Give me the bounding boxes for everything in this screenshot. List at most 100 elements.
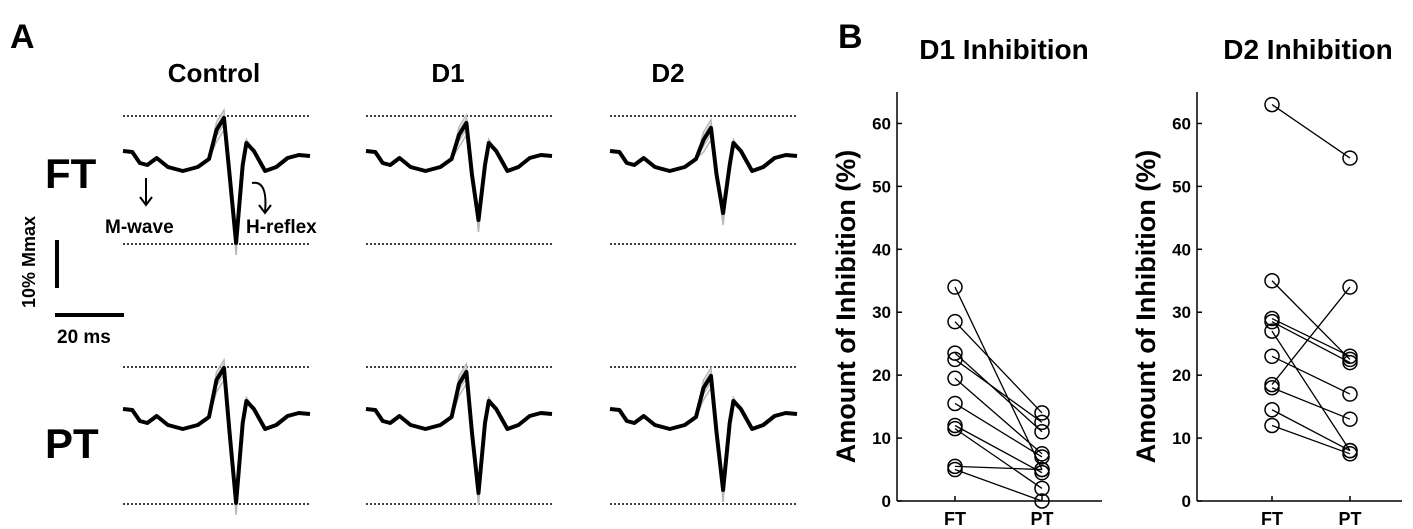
d2-y-axis-label: Amount of Inhibition (%) [1131, 150, 1161, 463]
d1-y-tick-label: 40 [872, 240, 891, 259]
d2-data-point [1264, 323, 1280, 339]
d2-y-tick-label: 20 [1172, 366, 1191, 385]
d2-series-line [1271, 286, 1351, 385]
trace-pt-d2-mean [609, 374, 798, 492]
d1-data-point [1034, 405, 1050, 421]
d2-data-point [1342, 411, 1358, 427]
d1-data-point [947, 370, 963, 387]
d2-data-point [1264, 402, 1280, 418]
trace-ft-control-mean [122, 116, 311, 245]
d1-data-point [947, 395, 963, 412]
d2-series-line [1271, 424, 1351, 455]
trace-ft-d1-trial-1 [365, 126, 553, 227]
d2-data-point [1342, 446, 1358, 462]
d1-series-6 [947, 417, 1050, 481]
panel-a-letter: A [10, 18, 35, 56]
trace-pt-d2-trial-2 [609, 385, 798, 503]
d2-data-point [1264, 379, 1280, 396]
d2-y-tick-label: 40 [1172, 240, 1191, 259]
d1-chart-title: D1 Inhibition [919, 34, 1089, 65]
trace-pt-d1-trial-2 [365, 381, 553, 506]
d1-series-line [954, 352, 1043, 433]
d2-data-point [1264, 313, 1280, 330]
m-wave-label: M-wave [105, 217, 174, 238]
d2-series-line [1271, 321, 1351, 364]
d2-data-point [1342, 354, 1358, 371]
trace-pt-control-mean [122, 366, 311, 505]
d1-series-line [954, 468, 1043, 502]
m-wave-arrow [139, 178, 153, 207]
d1-series-line [954, 465, 1043, 471]
d1-x-tick-label: PT [1030, 509, 1053, 529]
d1-series-1 [947, 313, 1050, 421]
d2-series-0 [1264, 96, 1358, 166]
d1-data-point [1034, 449, 1050, 465]
trace-pt-control-trial-2 [122, 377, 311, 516]
d1-y-tick-label: 20 [872, 366, 891, 385]
d2-series-line [1271, 317, 1351, 357]
d2-data-point [1264, 417, 1280, 434]
d1-series-line [954, 377, 1043, 455]
emg-traces [122, 107, 798, 516]
d2-data-point [1264, 96, 1280, 113]
d2-inhibition-chart: 0 10 20 30 40 50 60 FT PT D2 Inhibition Amount of … [1131, 34, 1402, 529]
d1-series-8 [947, 458, 1050, 478]
d1-y-tick-label: 10 [872, 429, 891, 448]
d1-series-line [954, 321, 1043, 414]
d1-series-3 [947, 351, 1050, 431]
d2-series-line [1271, 330, 1351, 452]
d2-series-5 [1264, 348, 1358, 402]
d1-y-axis-label: Amount of Inhibition (%) [831, 150, 861, 463]
d2-series-line [1271, 355, 1351, 395]
d2-x-tick-label: FT [1261, 509, 1283, 529]
d2-series-7 [1264, 379, 1358, 427]
row-label-ft: FT [45, 150, 97, 197]
d2-data-point [1342, 279, 1358, 295]
d1-series-2 [947, 345, 1050, 440]
trace-pt-d1-mean [365, 370, 553, 495]
column-label-d2: D2 [651, 58, 684, 88]
d2-y-tick-label: 10 [1172, 429, 1191, 448]
d1-data-point [1034, 414, 1050, 431]
d2-series-line [1271, 104, 1351, 159]
d1-inhibition-chart: 0 10 20 30 40 50 60 FT PT D1 Inhibition Amount of … [831, 34, 1102, 529]
d1-y-tick-label: 50 [872, 177, 891, 196]
trace-ft-d1-mean [365, 121, 553, 222]
d1-series-line [954, 358, 1043, 423]
trace-ft-d2-trial-1 [609, 131, 798, 220]
d2-series-8 [1264, 402, 1358, 459]
d2-series-line [1271, 409, 1351, 452]
d2-y-tick-label: 0 [1182, 492, 1191, 511]
d2-y-tick-label: 30 [1172, 303, 1191, 322]
h-reflex-label: H-reflex [246, 217, 317, 238]
row-label-pt: PT [45, 420, 99, 467]
d1-data-point [947, 313, 963, 330]
d1-y-tick-label: 60 [872, 114, 891, 133]
d1-data-point [947, 351, 963, 368]
d2-series-line [1271, 387, 1351, 420]
d1-data-point [947, 461, 963, 478]
column-label-control: Control [168, 58, 260, 88]
d1-data-point [1034, 493, 1050, 509]
d1-y-tick-label: 0 [882, 492, 891, 511]
d2-series-line [1271, 280, 1351, 360]
d2-data-point [1342, 348, 1358, 365]
d2-data-point [1342, 150, 1358, 166]
d1-series-9 [947, 461, 1050, 509]
d1-x-tick-label: FT [944, 509, 966, 529]
panel-b-letter: B [838, 18, 863, 56]
trace-ft-d2-trial-2 [609, 137, 798, 226]
d1-series-5 [947, 395, 1050, 465]
column-label-d1: D1 [431, 58, 464, 88]
d1-series-line [954, 286, 1043, 470]
scale-bar-horizontal-label: 20 ms [57, 327, 111, 348]
d2-data-point [1342, 386, 1358, 402]
scale-bar-vertical-label: 10% Mmax [19, 216, 39, 308]
d1-data-point [947, 279, 963, 295]
d2-data-point [1264, 348, 1280, 365]
h-reflex-arrow [251, 181, 272, 215]
d2-y-tick-label: 60 [1172, 114, 1191, 133]
d2-chart-title: D2 Inhibition [1223, 34, 1393, 65]
d2-data-point [1264, 273, 1280, 289]
